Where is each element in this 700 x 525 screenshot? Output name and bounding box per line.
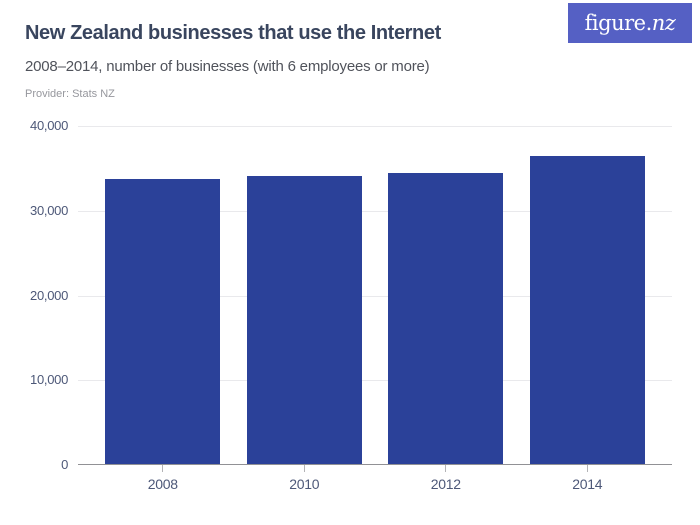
bar-2010[interactable]	[246, 176, 362, 465]
y-tick-label-0: 0	[61, 457, 68, 472]
x-tick-label-2010: 2010	[289, 476, 320, 492]
logo-text-regular: figure.	[584, 11, 653, 35]
bar-band-2010	[234, 126, 376, 465]
x-band-2014: 2014	[517, 465, 659, 510]
page-title: New Zealand businesses that use the Inte…	[25, 22, 441, 44]
y-tick-label-10000: 10,000	[30, 372, 68, 388]
bar-2012[interactable]	[388, 172, 504, 465]
x-tick-mark-2012	[445, 465, 447, 472]
x-band-2008: 2008	[92, 465, 234, 510]
logo-text-italic: nz	[651, 11, 676, 35]
x-band-2010: 2010	[234, 465, 376, 510]
y-axis-labels: 0 10,000 20,000 30,000 40,000	[0, 119, 68, 472]
bar-band-2012	[375, 126, 517, 465]
gridline-40000	[78, 126, 672, 127]
x-tick-mark-2008	[162, 465, 164, 472]
chart-subtitle: 2008–2014, number of businesses (with 6 …	[25, 58, 430, 75]
y-tick-label-40000: 40,000	[30, 118, 68, 133]
provider-label: Provider: Stats NZ	[25, 88, 115, 100]
y-tick-label-30000: 30,000	[30, 202, 68, 218]
bar-band-2014	[517, 126, 659, 465]
plot-area	[78, 126, 672, 465]
x-axis-line	[78, 464, 672, 465]
x-tick-label-2012: 2012	[430, 476, 461, 492]
y-tick-label-20000: 20,000	[30, 287, 68, 303]
x-band-2012: 2012	[375, 465, 517, 510]
gridline-30000	[78, 210, 672, 212]
bar-2008[interactable]	[105, 178, 221, 465]
x-tick-label-2014: 2014	[572, 476, 603, 492]
gridline-20000	[78, 295, 672, 297]
bar-2014[interactable]	[529, 155, 645, 465]
x-axis-labels: 2008 2010 2012 2014	[92, 465, 658, 510]
figure-nz-logo[interactable]: figure. nz	[568, 3, 692, 43]
x-tick-mark-2014	[586, 465, 588, 472]
x-tick-label-2008: 2008	[147, 476, 178, 492]
x-tick-mark-2010	[303, 465, 305, 472]
gridline-10000	[78, 380, 672, 382]
bars-row	[92, 126, 658, 465]
bar-band-2008	[92, 126, 234, 465]
